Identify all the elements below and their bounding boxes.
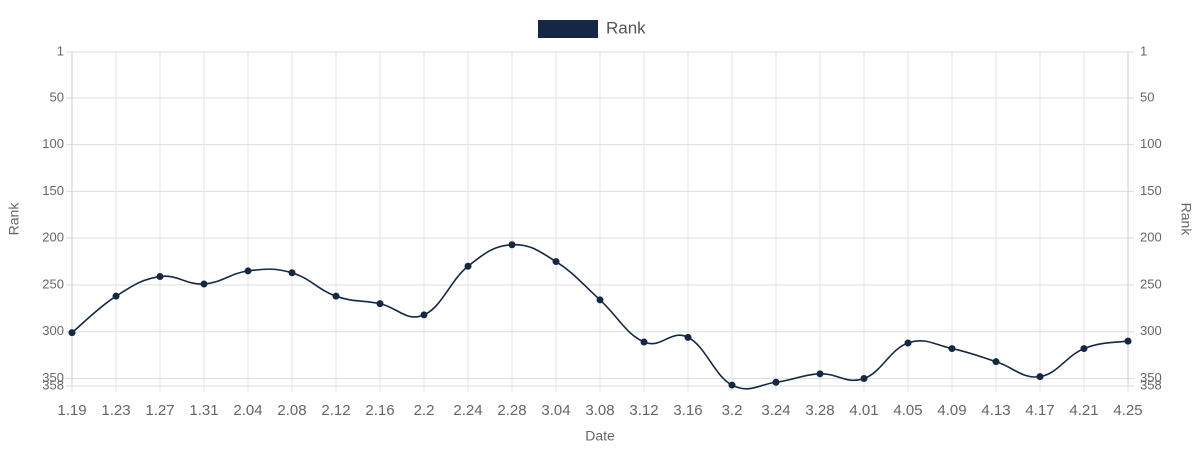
- point: [772, 378, 780, 386]
- y-tick-label: 358: [42, 377, 64, 392]
- y-tick-label: 150: [42, 183, 64, 198]
- point: [464, 262, 472, 270]
- point: [728, 381, 736, 389]
- y-tick-label: 1: [57, 43, 64, 58]
- point: [904, 339, 912, 347]
- point: [640, 338, 648, 346]
- x-axis-title: Date: [585, 428, 615, 444]
- point: [420, 311, 428, 319]
- x-tick-label: 3.2: [722, 402, 743, 419]
- x-tick-label: 1.19: [57, 402, 86, 419]
- x-tick-label: 2.24: [453, 402, 482, 419]
- y2-tick-label: 1: [1140, 43, 1147, 58]
- y-tick-label: 350: [42, 370, 64, 385]
- x-tick-label: 4.13: [981, 402, 1010, 419]
- x-tick-label: 3.24: [761, 402, 790, 419]
- y-axis-title: Rank: [6, 202, 22, 236]
- point: [244, 267, 252, 275]
- y2-tick-label: 100: [1140, 136, 1162, 151]
- y2-tick-label: 50: [1140, 89, 1154, 104]
- y2-tick-label: 358: [1140, 377, 1162, 392]
- point: [288, 269, 296, 277]
- point: [68, 329, 76, 337]
- y2-tick-label: 250: [1140, 276, 1162, 291]
- x-tick-label: 4.25: [1113, 402, 1142, 419]
- x-tick-label: 3.16: [673, 402, 702, 419]
- point: [200, 280, 208, 288]
- x-tick-label: 1.31: [189, 402, 218, 419]
- point: [596, 296, 604, 304]
- x-tick-label: 1.27: [145, 402, 174, 419]
- x-tick-label: 2.28: [497, 402, 526, 419]
- y2-axis-title: Rank: [1178, 203, 1194, 237]
- x-tick-label: 1.23: [101, 402, 130, 419]
- y-tick-label: 250: [42, 276, 64, 291]
- y-tick-label: 300: [42, 323, 64, 338]
- x-tick-label: 2.2: [414, 402, 435, 419]
- y2-tick-label: 150: [1140, 183, 1162, 198]
- legend-swatch: [538, 20, 598, 38]
- point: [552, 258, 560, 266]
- y2-tick-label: 350: [1140, 370, 1162, 385]
- y2-tick-label: 200: [1140, 230, 1162, 245]
- y2-tick-label: 300: [1140, 323, 1162, 338]
- point: [332, 292, 340, 300]
- x-tick-label: 3.28: [805, 402, 834, 419]
- point: [948, 345, 956, 353]
- point: [376, 300, 384, 308]
- point: [1036, 373, 1044, 381]
- y-tick-label: 50: [50, 89, 64, 104]
- legend-label: Rank: [606, 18, 646, 37]
- x-tick-label: 3.08: [585, 402, 614, 419]
- x-tick-label: 2.08: [277, 402, 306, 419]
- x-tick-label: 3.04: [541, 402, 570, 419]
- x-tick-label: 4.01: [849, 402, 878, 419]
- x-tick-label: 4.09: [937, 402, 966, 419]
- y-tick-label: 100: [42, 136, 64, 151]
- x-tick-label: 2.04: [233, 402, 262, 419]
- x-tick-label: 2.16: [365, 402, 394, 419]
- x-tick-label: 4.17: [1025, 402, 1054, 419]
- point: [156, 273, 164, 281]
- x-tick-label: 4.05: [893, 402, 922, 419]
- point: [860, 375, 868, 383]
- point: [684, 333, 692, 341]
- y-tick-label: 200: [42, 230, 64, 245]
- point: [816, 370, 824, 378]
- point: [1080, 345, 1088, 353]
- x-tick-label: 3.12: [629, 402, 658, 419]
- point: [992, 358, 1000, 366]
- x-tick-label: 2.12: [321, 402, 350, 419]
- point: [508, 241, 516, 249]
- x-tick-label: 4.21: [1069, 402, 1098, 419]
- point: [112, 292, 120, 300]
- point: [1124, 337, 1132, 345]
